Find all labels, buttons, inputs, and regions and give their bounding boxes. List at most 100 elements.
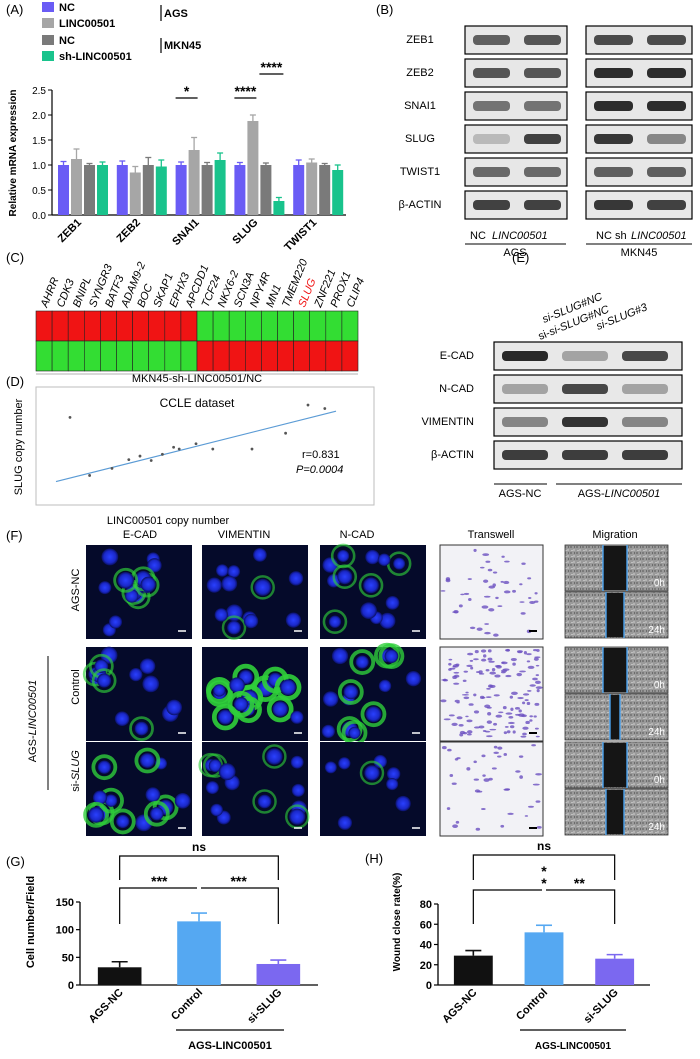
legend-swatch	[42, 2, 54, 12]
scatter-point	[127, 458, 131, 461]
migrated-cell	[498, 711, 504, 714]
blot-band	[524, 35, 561, 45]
heat-cell	[51, 340, 69, 372]
nucleus	[166, 699, 183, 716]
migrated-cell	[489, 728, 497, 731]
bar-a	[175, 165, 187, 215]
chart-a: 0.0 0.5 1.0 1.5 2.0 2.5 ZEB1 ZEB2 SNAI1 SLUG TWIST…	[32, 59, 346, 254]
x-tick-label: ZEB1	[56, 217, 84, 245]
panel-e: (E) si-si-SLUG#NC si-SLUG#NC si-SLUG#3 E…	[421, 250, 683, 500]
nucleus	[365, 549, 380, 565]
nucleus	[328, 615, 342, 628]
green-stain	[143, 800, 170, 827]
transwell-image	[439, 741, 544, 837]
heat-cell	[293, 340, 311, 372]
migrated-cell	[516, 672, 523, 677]
green-stain	[113, 567, 139, 593]
bar-a	[306, 162, 318, 215]
migrated-cell	[502, 706, 507, 710]
nucleus	[337, 815, 353, 830]
migrated-cell	[443, 678, 447, 682]
blot-band	[647, 68, 686, 78]
migrated-cell	[456, 716, 463, 720]
blot-e-band	[502, 417, 548, 427]
scatter-frame	[35, 386, 375, 506]
scatter-point	[323, 407, 327, 410]
migrated-cell	[453, 682, 460, 685]
sig-bracket	[119, 887, 197, 924]
nucleus	[134, 721, 149, 736]
migrated-cell	[463, 696, 470, 700]
nucleus	[101, 548, 119, 566]
panel-label-d: (D)	[6, 374, 24, 389]
blot-band	[594, 35, 633, 45]
heat-cell	[341, 340, 359, 372]
x-tick-label: Control	[514, 987, 550, 1023]
y-tick-label: 150	[56, 897, 74, 909]
heat-cell	[228, 340, 246, 372]
nucleus	[108, 615, 123, 629]
nucleus	[125, 589, 139, 603]
migrated-cell	[519, 583, 523, 586]
x-tick-label: ZEB2	[115, 217, 143, 245]
nucleus	[331, 647, 349, 665]
migrated-cell	[519, 601, 525, 603]
bar	[177, 921, 221, 985]
time-label: 24h	[648, 625, 665, 636]
green-stain	[358, 573, 384, 598]
migrated-cell	[536, 688, 540, 693]
nucleus	[218, 763, 236, 781]
bar-a	[58, 165, 69, 215]
f-col-ncad: N-CAD	[340, 529, 375, 541]
wound-gap	[610, 695, 620, 739]
bar-a	[293, 165, 305, 215]
wound-gap	[603, 743, 627, 787]
migrated-cell	[508, 715, 514, 719]
migrated-cell	[512, 730, 516, 734]
migrated-cell	[473, 760, 477, 764]
y-tick-label: 50	[62, 952, 74, 964]
y-tick-label: 100	[56, 925, 74, 937]
migrated-cell	[483, 595, 491, 598]
migrated-cell	[506, 730, 511, 734]
nucleus	[139, 753, 155, 768]
time-label: 0h	[654, 775, 665, 786]
migrated-cell	[521, 562, 526, 565]
nucleus	[324, 761, 337, 774]
bar-a	[71, 159, 82, 215]
migrated-cell	[483, 778, 490, 782]
migrated-cell	[453, 674, 460, 678]
scatter-point	[194, 442, 198, 446]
migrated-cell	[478, 670, 483, 674]
blot-e-band	[622, 450, 668, 460]
migrated-cell	[487, 568, 493, 572]
migrated-cell	[504, 788, 511, 791]
green-stain	[205, 677, 233, 704]
migrated-cell	[491, 667, 496, 672]
e-bottom-right: AGS-LINC00501	[578, 488, 661, 500]
migrated-cell	[451, 722, 458, 726]
migrated-cell	[503, 731, 508, 735]
migrated-cell	[449, 774, 454, 777]
migrated-cell	[448, 714, 455, 717]
legend-group-ags: AGS	[164, 8, 188, 20]
bar-a	[97, 165, 108, 215]
bar-a	[319, 165, 331, 215]
migrated-cell	[519, 775, 523, 779]
migrated-cell	[482, 553, 490, 556]
nucleus	[363, 577, 379, 594]
legend-label: sh-LINC00501	[59, 51, 132, 63]
nucleus	[227, 620, 241, 635]
migrated-cell	[495, 596, 499, 600]
migrated-cell	[480, 649, 487, 653]
migrated-cell	[503, 580, 510, 585]
heat-cell	[196, 340, 214, 372]
green-stain	[262, 744, 287, 769]
sig-bracket	[472, 889, 542, 924]
blot-band	[524, 167, 561, 177]
green-stain	[221, 615, 247, 640]
migrated-cell	[509, 725, 515, 729]
lane-nc-ags: NC	[470, 230, 486, 242]
